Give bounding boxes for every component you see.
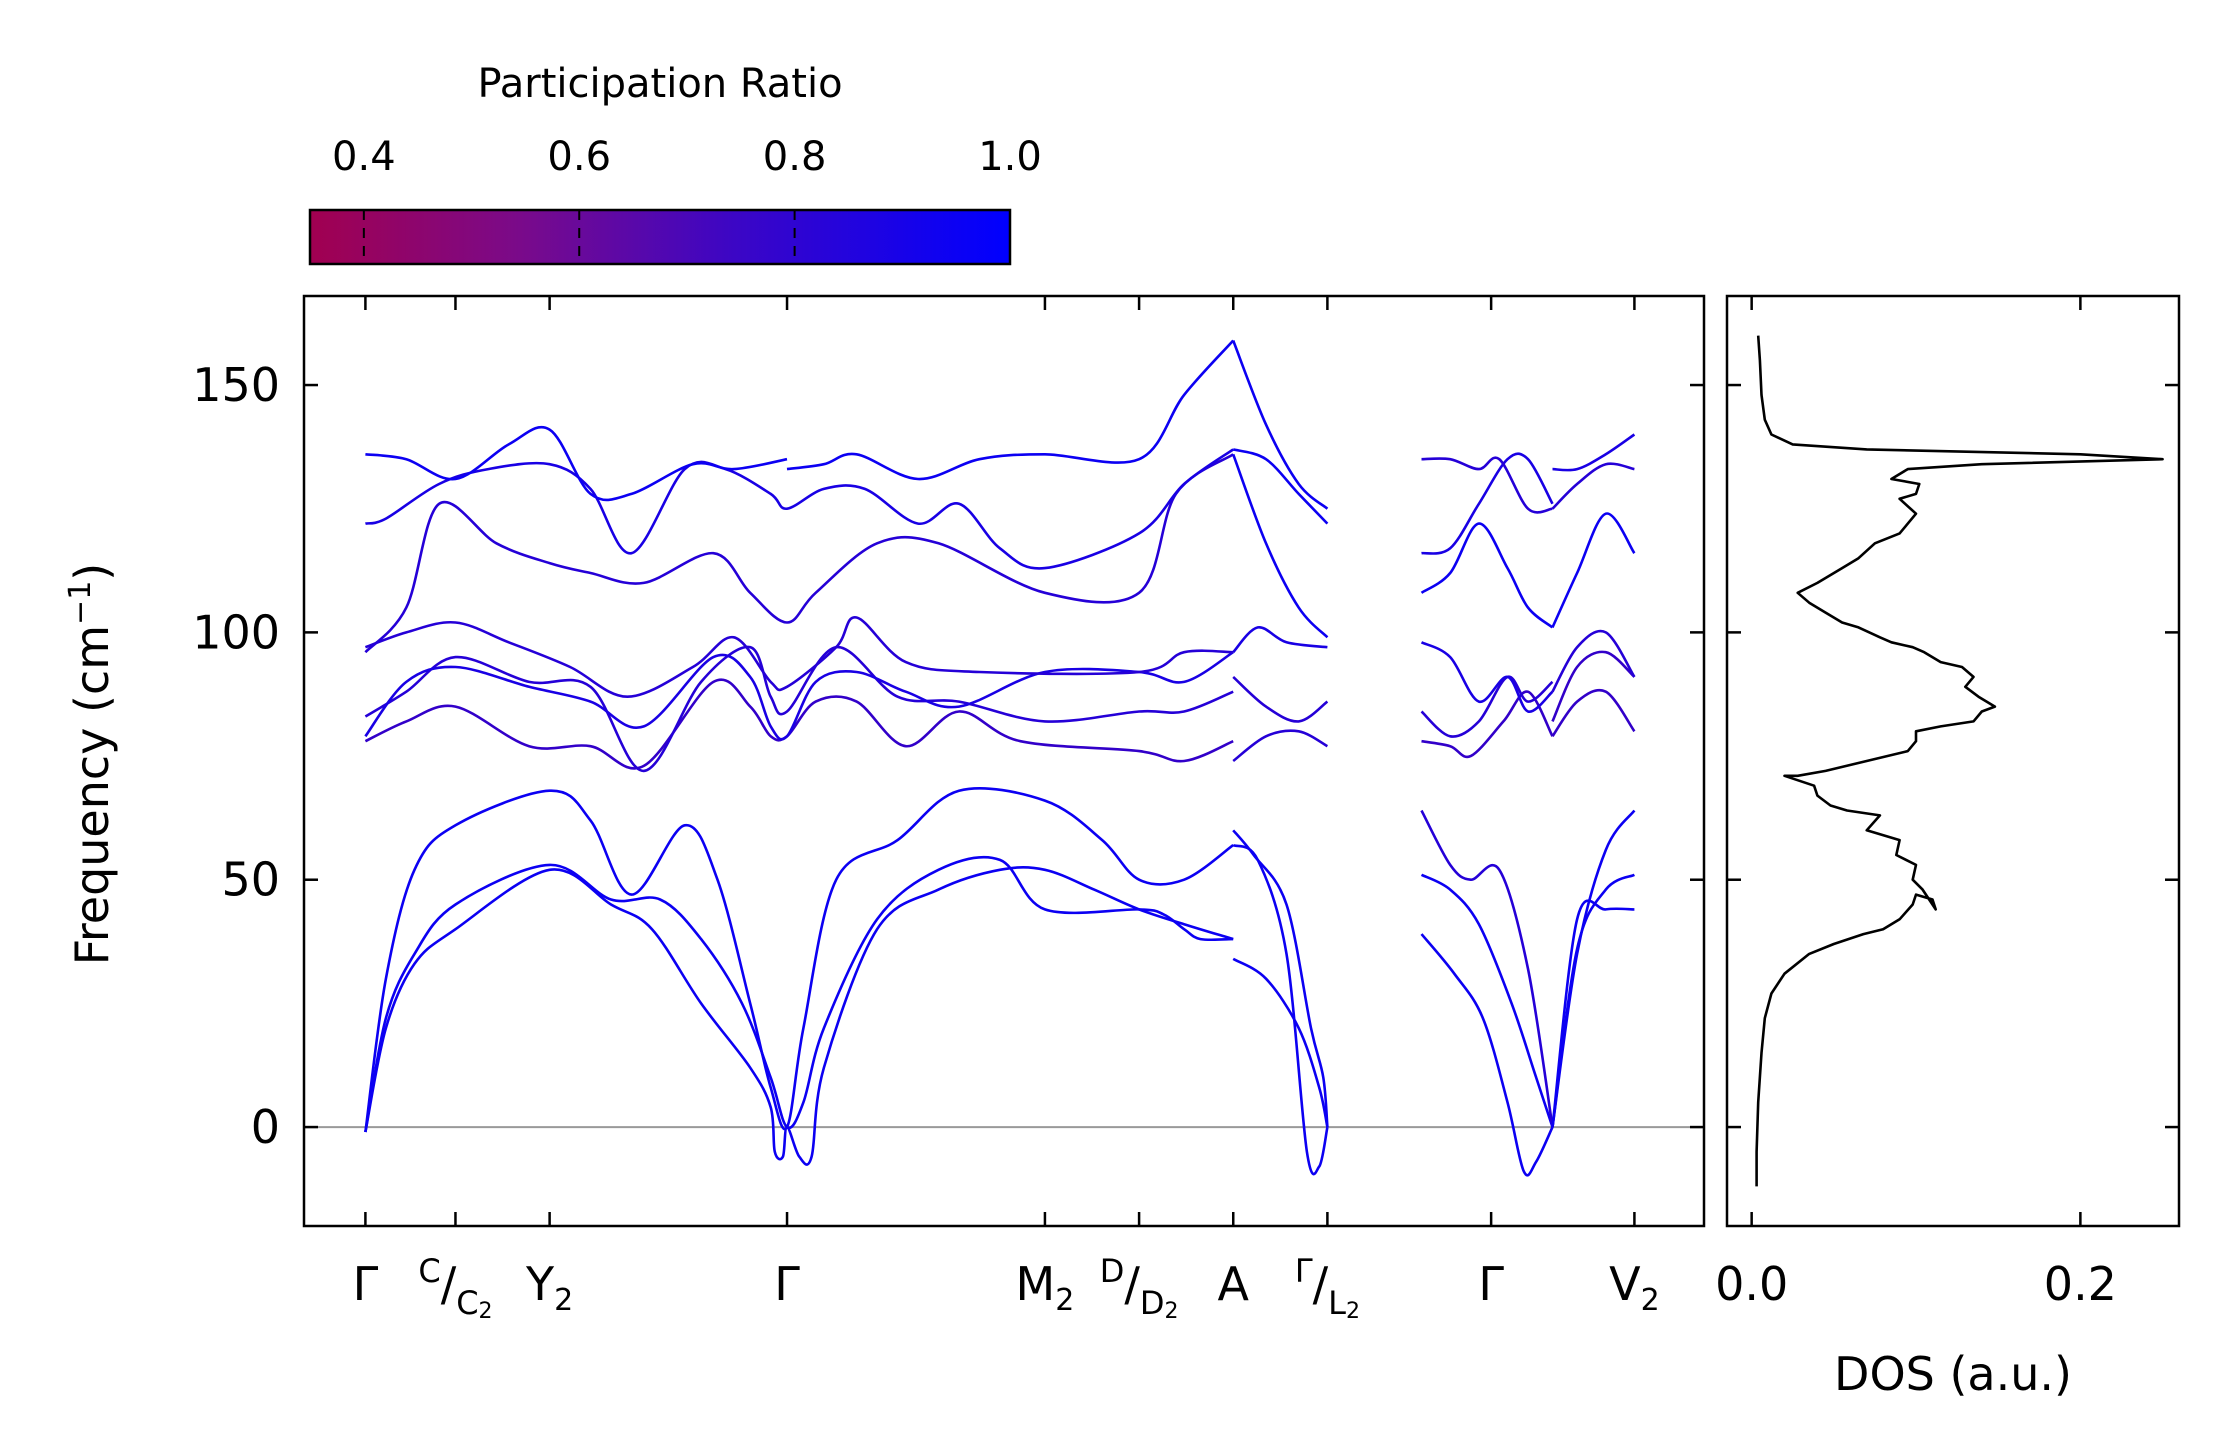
y-tick-label: 50 [221,853,280,907]
dos-panel: 0.0 0.2 DOS (a.u.) [1715,294,2181,1401]
band-line-band-23 [1420,809,1554,1128]
band-line-band-28 [1421,452,1554,555]
band-line-band-15 [1232,729,1329,763]
x-tick-label: D/D2 [1100,1252,1179,1324]
band-line-band-2 [364,856,1234,1133]
colorbar-title: Participation Ratio [477,61,842,107]
band-line-band-24 [1421,690,1554,759]
band-line-band-35 [1551,629,1636,693]
band-line-band-3 [364,787,1234,1133]
band-line-band-32 [1551,809,1636,1128]
band-line-band-22 [1420,873,1554,1128]
band-line-band-37 [1551,462,1635,510]
band-line-band-12 [1232,957,1329,1128]
x-tick-label: Y2 [525,1257,573,1318]
band-line-band-8 [364,453,1234,654]
band-line-band-7 [364,616,1234,698]
band-line-band-26 [1420,641,1554,713]
y-tick-label: 150 [192,358,280,412]
band-line-band-10 [365,425,788,502]
y-tick-label: 100 [192,605,280,659]
x-tick-label: Γ/L2 [1295,1252,1360,1324]
band-line-band-25 [1420,675,1554,738]
band-line-band-4 [364,678,1234,770]
band-line-band-34 [1551,650,1636,722]
colorbar-tick-label: 0.6 [547,134,611,180]
colorbar-tick-label: 1.0 [978,134,1042,180]
colorbar: Participation Ratio 0.4 0.6 0.8 1.0 [308,61,1042,266]
band-line-band-14 [1232,829,1329,1128]
dos-plot-frame [1725,294,2181,1228]
band-line-band-27 [1420,522,1554,629]
band-line-band-20 [1232,448,1329,525]
band-line-band-29 [1421,456,1553,514]
band-line-band-1 [364,866,1234,1166]
band-line-band-11 [786,339,1235,481]
dos-curve-line [1755,335,2164,1187]
x-tick-label: M2 [1016,1257,1075,1318]
colorbar-tick-label: 0.4 [332,134,396,180]
band-line-band-19 [1231,340,1329,510]
band-line-band-36 [1551,512,1636,628]
y-axis-title: Frequency (cm−1) [63,563,119,966]
band-line-band-9 [365,448,1234,570]
colorbar-gradient [308,208,1012,266]
dos-x-tick-label: 0.0 [1715,1257,1788,1311]
band-line-band-33 [1551,688,1636,738]
band-line-band-5 [364,645,1234,773]
dos-x-axis-title: DOS (a.u.) [1834,1347,2072,1401]
x-tick-label: A [1218,1257,1250,1311]
band-line-band-6 [364,651,1234,741]
y-tick-label: 0 [251,1100,280,1154]
band-line-band-13 [1232,843,1329,1176]
band-line-band-16 [1232,675,1329,723]
x-tick-label: C/C2 [418,1252,492,1324]
band-line-band-38 [1552,433,1636,472]
band-line-band-18 [1231,453,1329,639]
band-line-band-30 [1551,899,1635,1128]
x-tick-label: V2 [1609,1257,1660,1318]
x-tick-label: Γ [774,1257,800,1311]
x-tick-label: Γ [1478,1257,1504,1311]
colorbar-tick-label: 0.8 [763,134,827,180]
band-line-band-17 [1232,626,1328,654]
band-line-band-21 [1420,933,1554,1177]
band-structure-panel: 0 50 100 150 Γ C/C2 Y2 Γ M2 D/D2 A Γ/L2 Γ V2 Frequen… [63,294,1706,1324]
band-plot-frame [302,294,1706,1228]
x-tick-label: Γ [353,1257,379,1311]
dos-x-tick-label: 0.2 [2044,1257,2117,1311]
